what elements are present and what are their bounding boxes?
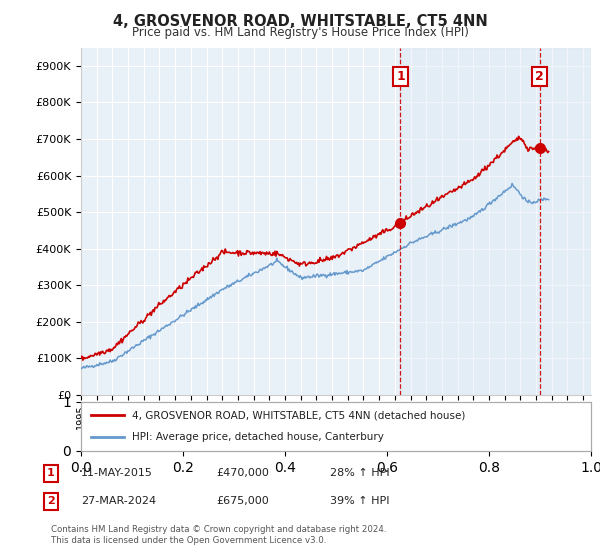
Text: 27-MAR-2024: 27-MAR-2024 — [81, 496, 156, 506]
Text: 39% ↑ HPI: 39% ↑ HPI — [330, 496, 389, 506]
Text: 4, GROSVENOR ROAD, WHITSTABLE, CT5 4NN (detached house): 4, GROSVENOR ROAD, WHITSTABLE, CT5 4NN (… — [132, 410, 466, 421]
Text: 2: 2 — [47, 496, 55, 506]
Text: 1: 1 — [396, 71, 405, 83]
Text: Contains HM Land Registry data © Crown copyright and database right 2024.: Contains HM Land Registry data © Crown c… — [51, 525, 386, 534]
Text: 4, GROSVENOR ROAD, WHITSTABLE, CT5 4NN: 4, GROSVENOR ROAD, WHITSTABLE, CT5 4NN — [113, 14, 487, 29]
Text: 11-MAY-2015: 11-MAY-2015 — [81, 468, 153, 478]
Bar — [400, 48, 591, 395]
Text: 2: 2 — [535, 71, 544, 83]
Text: This data is licensed under the Open Government Licence v3.0.: This data is licensed under the Open Gov… — [51, 536, 326, 545]
Text: £470,000: £470,000 — [216, 468, 269, 478]
Text: 1: 1 — [47, 468, 55, 478]
Text: Price paid vs. HM Land Registry's House Price Index (HPI): Price paid vs. HM Land Registry's House … — [131, 26, 469, 39]
Text: £675,000: £675,000 — [216, 496, 269, 506]
Text: HPI: Average price, detached house, Canterbury: HPI: Average price, detached house, Cant… — [132, 432, 384, 442]
Text: 28% ↑ HPI: 28% ↑ HPI — [330, 468, 389, 478]
